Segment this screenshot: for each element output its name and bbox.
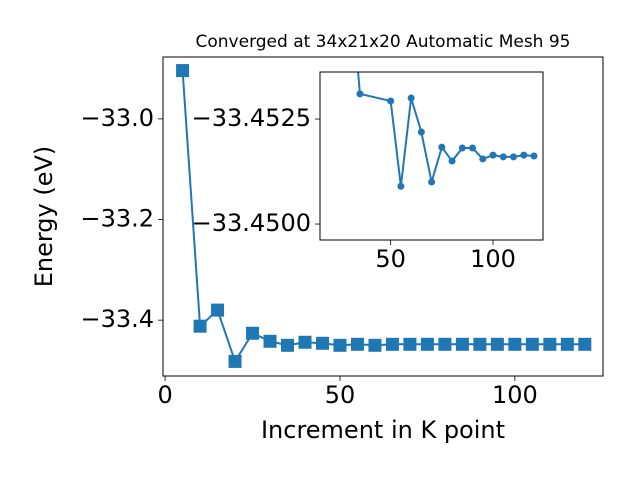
marker — [525, 337, 539, 351]
marker — [510, 153, 518, 161]
marker — [420, 337, 434, 351]
marker — [263, 334, 277, 348]
x-axis-label: Increment in K point — [261, 416, 505, 444]
marker — [315, 336, 329, 350]
marker — [578, 337, 592, 351]
y-tick-label: −33.0 — [80, 104, 154, 132]
chart-title: Converged at 34x21x20 Automatic Mesh 95 — [196, 32, 571, 52]
x-tick-label: 100 — [470, 245, 516, 273]
marker — [438, 143, 446, 151]
marker — [479, 155, 487, 163]
marker — [281, 338, 295, 352]
axes-frame — [319, 71, 544, 241]
marker — [333, 338, 347, 352]
marker — [448, 157, 456, 165]
marker — [438, 337, 452, 351]
marker — [356, 90, 364, 98]
marker — [489, 151, 497, 159]
marker — [211, 303, 225, 317]
marker — [385, 337, 399, 351]
x-tick-label: 50 — [325, 381, 356, 409]
y-tick-label: −33.4525 — [192, 104, 311, 132]
y-tick-label: −33.4 — [80, 305, 154, 333]
marker — [298, 335, 312, 349]
marker — [455, 337, 469, 351]
y-tick-label: −33.2 — [80, 205, 154, 233]
marker — [193, 319, 207, 333]
marker — [508, 337, 522, 351]
marker — [560, 337, 574, 351]
marker — [176, 64, 190, 78]
plot-area — [176, 64, 592, 368]
marker — [228, 354, 242, 368]
x-tick-label: 0 — [157, 381, 172, 409]
marker — [397, 182, 405, 190]
marker — [403, 337, 417, 351]
marker — [428, 178, 436, 186]
marker — [543, 337, 557, 351]
marker — [246, 326, 260, 340]
marker — [499, 153, 507, 161]
x-tick-label: 50 — [375, 245, 406, 273]
x-tick-label: 100 — [492, 381, 538, 409]
marker — [520, 151, 528, 159]
marker — [407, 94, 415, 102]
marker — [350, 337, 364, 351]
marker — [417, 128, 425, 136]
axes-frame — [162, 56, 604, 377]
plot-area — [356, 72, 538, 190]
marker — [387, 97, 395, 105]
marker — [490, 337, 504, 351]
y-tick-label: −33.4500 — [192, 209, 311, 237]
y-axis-label: Energy (eV) — [30, 146, 58, 288]
marker — [458, 144, 466, 152]
marker — [473, 337, 487, 351]
marker — [469, 144, 477, 152]
marker — [530, 152, 538, 160]
marker — [368, 338, 382, 352]
